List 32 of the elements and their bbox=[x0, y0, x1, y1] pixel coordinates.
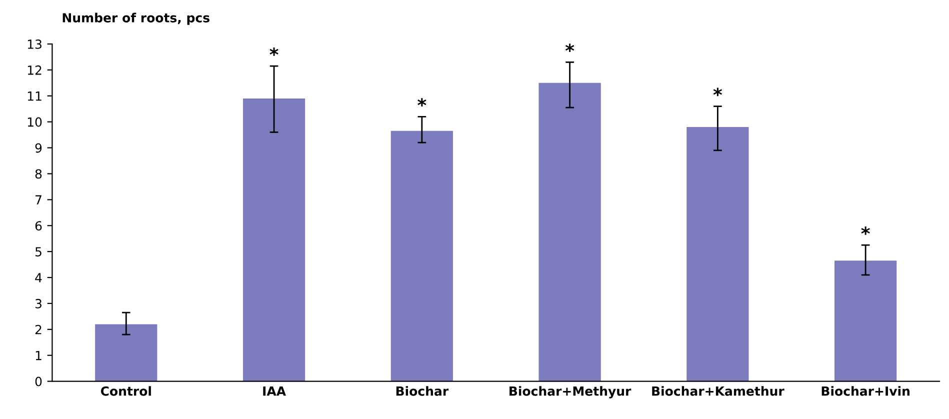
y-tick-label: 9 bbox=[35, 143, 42, 153]
y-tick-label: 6 bbox=[35, 221, 42, 231]
x-tick-label: Biochar+Kamethur bbox=[652, 386, 784, 396]
annotation: * bbox=[418, 98, 426, 106]
y-tick-label: 5 bbox=[35, 247, 42, 256]
x-tick-label: IAA bbox=[263, 386, 286, 396]
y-axis-title: Number of roots, pcs bbox=[62, 12, 210, 25]
y-tick-label: 0 bbox=[35, 376, 42, 386]
bar bbox=[390, 130, 453, 382]
y-tick-label: 1 bbox=[36, 350, 42, 360]
y-tick-label: 8 bbox=[35, 169, 42, 179]
annotation: * bbox=[861, 226, 870, 235]
y-tick-label: 11 bbox=[28, 92, 42, 101]
y-tick-label: 10 bbox=[28, 117, 42, 127]
annotation: * bbox=[713, 88, 722, 96]
x-tick-label: Control bbox=[100, 386, 151, 396]
x-tick-label: Biochar+Methyur bbox=[510, 386, 632, 398]
annotation: * bbox=[565, 44, 574, 52]
bar bbox=[538, 82, 601, 382]
x-tick-label: Biochar+Ivin bbox=[822, 386, 910, 396]
y-tick-label: 3 bbox=[35, 298, 42, 308]
x-tick-label: Biochar bbox=[396, 386, 449, 396]
y-tick-label: 7 bbox=[36, 195, 42, 204]
y-tick-label: 4 bbox=[35, 273, 42, 282]
y-tick-label: 13 bbox=[28, 39, 42, 49]
bar bbox=[686, 127, 749, 382]
bar bbox=[242, 98, 306, 382]
y-tick-label: 2 bbox=[35, 324, 42, 334]
annotation: * bbox=[270, 48, 278, 56]
bar bbox=[95, 324, 158, 382]
bar bbox=[834, 260, 897, 382]
y-tick-label: 12 bbox=[28, 65, 42, 75]
